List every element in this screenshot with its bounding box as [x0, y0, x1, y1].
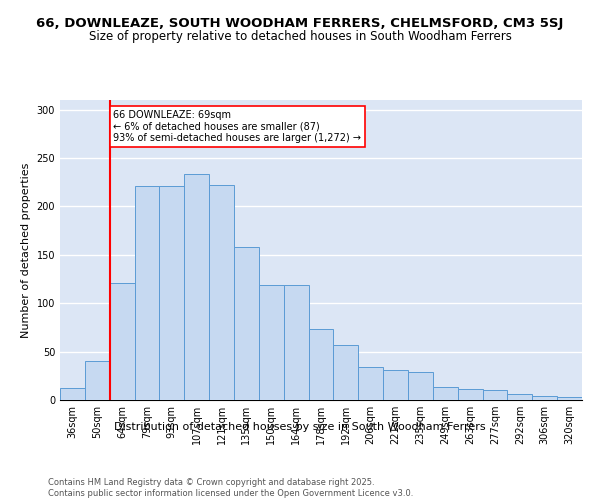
Text: Distribution of detached houses by size in South Woodham Ferrers: Distribution of detached houses by size …	[114, 422, 486, 432]
Bar	[433, 388, 458, 400]
Bar	[508, 394, 532, 400]
Bar	[557, 397, 582, 400]
Text: 66, DOWNLEAZE, SOUTH WOODHAM FERRERS, CHELMSFORD, CM3 5SJ: 66, DOWNLEAZE, SOUTH WOODHAM FERRERS, CH…	[37, 18, 563, 30]
Bar	[184, 174, 209, 400]
Y-axis label: Number of detached properties: Number of detached properties	[21, 162, 31, 338]
Text: 66 DOWNLEAZE: 69sqm
← 6% of detached houses are smaller (87)
93% of semi-detache: 66 DOWNLEAZE: 69sqm ← 6% of detached hou…	[113, 110, 361, 143]
Bar	[60, 388, 85, 400]
Bar	[259, 285, 284, 400]
Bar	[532, 396, 557, 400]
Bar	[85, 362, 110, 400]
Bar	[458, 390, 482, 400]
Bar	[234, 247, 259, 400]
Bar	[482, 390, 508, 400]
Text: Contains HM Land Registry data © Crown copyright and database right 2025.
Contai: Contains HM Land Registry data © Crown c…	[48, 478, 413, 498]
Bar	[134, 186, 160, 400]
Bar	[160, 186, 184, 400]
Text: Size of property relative to detached houses in South Woodham Ferrers: Size of property relative to detached ho…	[89, 30, 511, 43]
Bar	[383, 370, 408, 400]
Bar	[209, 185, 234, 400]
Bar	[408, 372, 433, 400]
Bar	[334, 345, 358, 400]
Bar	[284, 285, 308, 400]
Bar	[308, 330, 334, 400]
Bar	[110, 283, 134, 400]
Bar	[358, 367, 383, 400]
